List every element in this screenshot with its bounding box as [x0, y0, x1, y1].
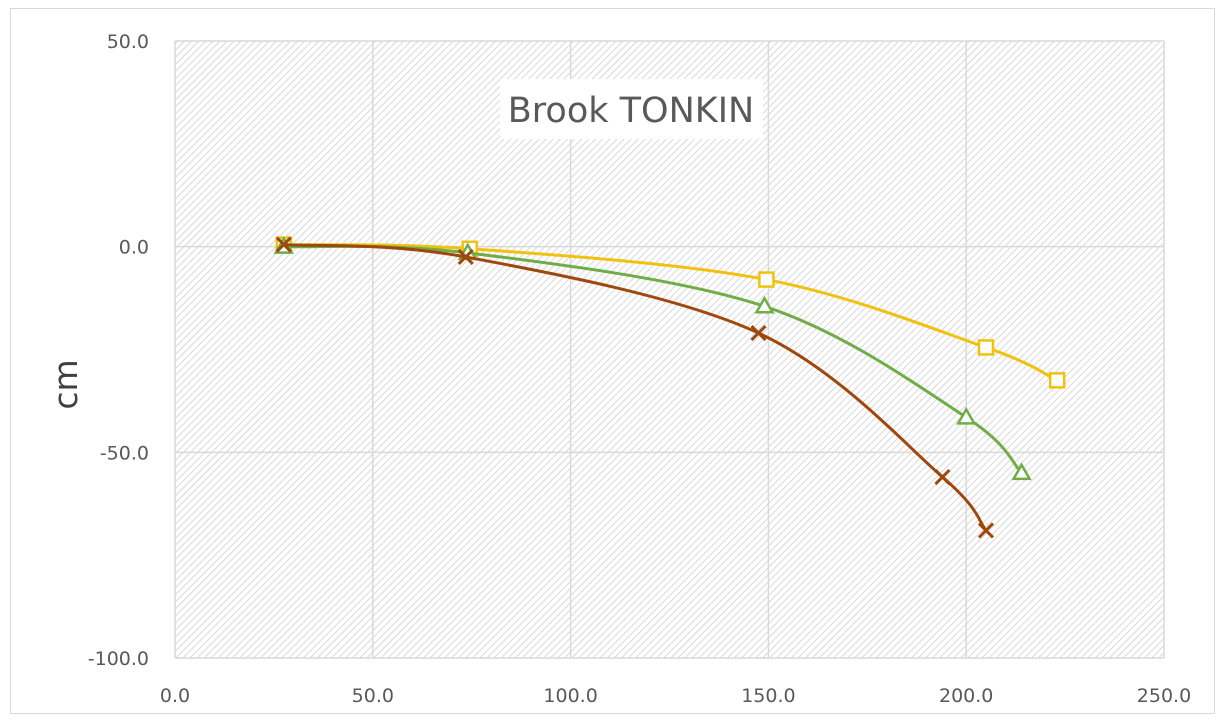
data-point-square: [1048, 372, 1066, 389]
series-x: [275, 236, 995, 539]
chart-title: Brook TONKIN: [508, 91, 754, 131]
chart-frame: 0.0 50.0 100.0 150.0 200.0 250.0 50.0 0.0 -50.0 -…: [10, 8, 1215, 714]
data-point-triangle: [1011, 462, 1032, 481]
chart: 0.0 50.0 100.0 150.0 200.0 250.0 50.0 0.0 -50.0 -…: [46, 31, 1191, 707]
chart-title-group: Brook TONKIN: [500, 79, 763, 139]
x-tick-label: 50.0: [352, 685, 394, 707]
y-tick-label: -50.0: [100, 442, 149, 464]
y-tick-label: 0.0: [119, 237, 149, 259]
y-axis-label: cm: [46, 359, 85, 409]
y-tick-label: -100.0: [88, 648, 149, 670]
chart-title-background: [500, 79, 763, 139]
plot-area: [175, 41, 1164, 658]
data-point-x: [977, 522, 995, 539]
tick-labels: 0.0 50.0 100.0 150.0 200.0 250.0 50.0 0.0 -50.0 -…: [88, 31, 1191, 707]
x-tick-label: 100.0: [543, 685, 597, 707]
data-point-square: [977, 339, 995, 356]
data-point-x: [457, 248, 474, 266]
x-tick-label: 200.0: [939, 685, 993, 707]
data-point-square: [758, 271, 775, 288]
x-tick-label: 150.0: [741, 685, 795, 707]
data-point-x: [934, 468, 951, 486]
x-tick-label: 250.0: [1137, 685, 1191, 707]
series-layer: [273, 236, 1066, 539]
x-tick-label: 0.0: [160, 685, 190, 707]
data-point-triangle: [956, 406, 977, 425]
data-point-x: [750, 324, 767, 342]
data-point-triangle: [754, 295, 775, 314]
data-point-x: [275, 236, 292, 253]
y-tick-label: 50.0: [107, 31, 149, 53]
